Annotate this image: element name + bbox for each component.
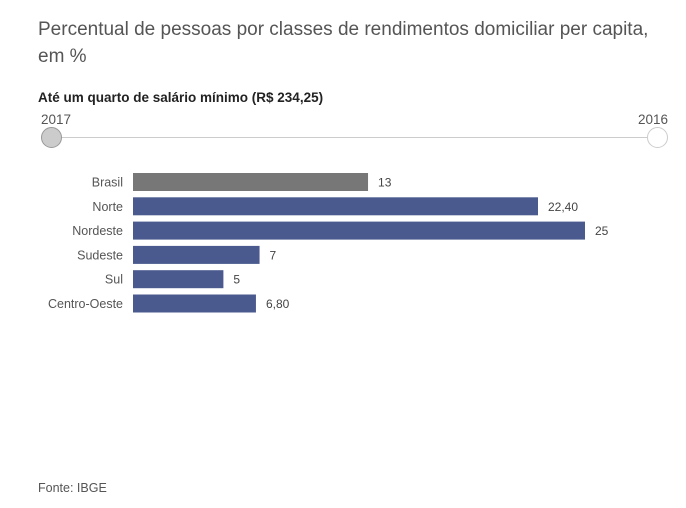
bar-chart: Brasil 13 Norte 22,40 Nordeste 25 Sudeste 7 Sul 5… (48, 173, 609, 313)
slider-track[interactable] (52, 137, 656, 138)
category-label-sudeste: Sudeste (77, 248, 123, 262)
category-label-sul: Sul (105, 273, 123, 287)
category-label-norte: Norte (92, 200, 123, 214)
value-label-norte: 22,40 (548, 200, 578, 214)
value-label-centro-oeste: 6,80 (266, 297, 290, 311)
bar-sul[interactable] (133, 270, 224, 289)
bar-nordeste[interactable] (133, 221, 585, 240)
category-label-brasil: Brasil (92, 176, 123, 190)
slider-subtitle: Até um quarto de salário mínimo (R$ 234,… (38, 90, 324, 105)
slider-end-marker[interactable] (647, 127, 668, 148)
source-note: Fonte: IBGE (38, 481, 107, 495)
slider-label-end: 2016 (637, 112, 668, 127)
bar-brasil[interactable] (133, 173, 369, 191)
category-label-nordeste: Nordeste (72, 224, 123, 238)
value-label-nordeste: 25 (595, 224, 609, 238)
bar-norte[interactable] (133, 197, 538, 216)
value-label-sudeste: 7 (270, 248, 277, 262)
chart-title: Percentual de pessoas por classes de ren… (38, 19, 649, 67)
slider-handle[interactable] (41, 127, 62, 148)
year-slider[interactable]: 2017 2016 (38, 112, 668, 152)
value-label-brasil: 13 (378, 176, 392, 190)
bar-sudeste[interactable] (133, 245, 260, 264)
slider-label-start: 2017 (41, 112, 72, 127)
category-label-centro-oeste: Centro-Oeste (48, 297, 123, 311)
value-label-sul: 5 (233, 273, 240, 287)
bar-centro-oeste[interactable] (133, 294, 256, 313)
